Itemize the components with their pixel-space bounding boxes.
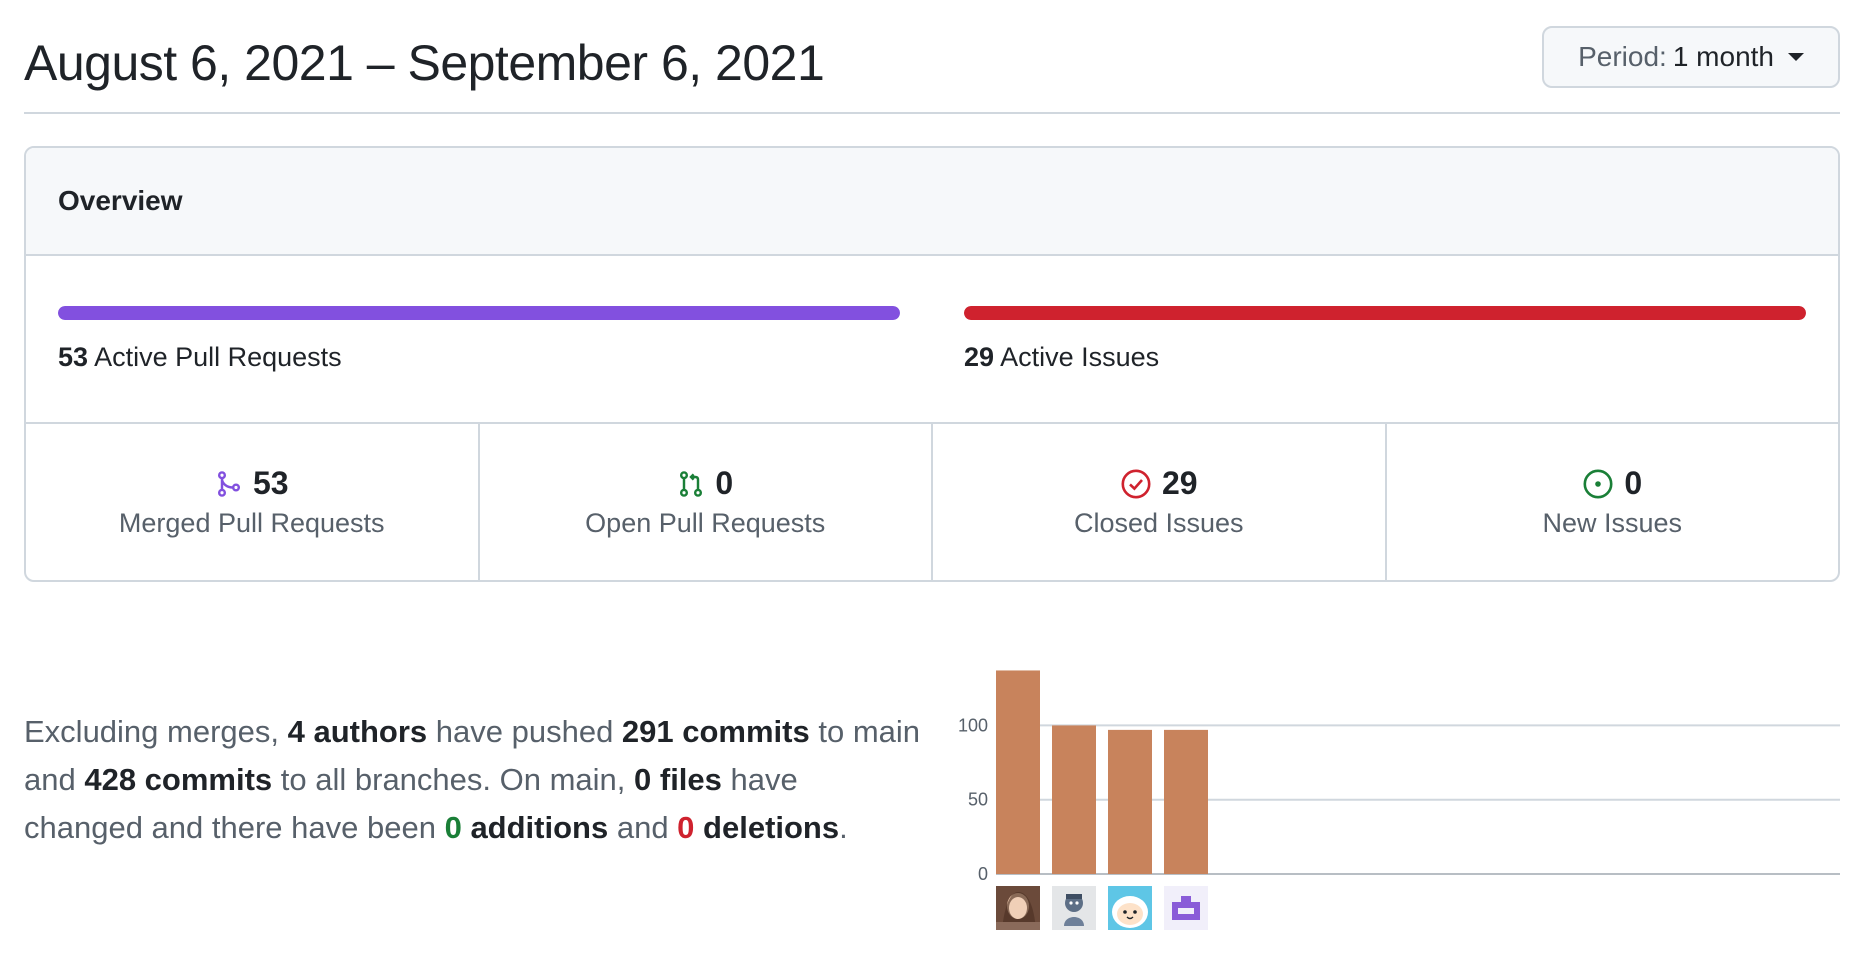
summary-text: have pushed	[427, 714, 622, 749]
active-issues-label: Active Issues	[1000, 342, 1160, 372]
overview-title: Overview	[26, 148, 1838, 256]
stat-closed-issues[interactable]: 29 Closed Issues	[933, 424, 1387, 580]
active-prs-label: Active Pull Requests	[94, 342, 342, 372]
y-tick-label: 0	[978, 864, 988, 880]
active-issues-bar	[964, 306, 1806, 320]
open-prs-label: Open Pull Requests	[585, 508, 826, 538]
author-avatar-1[interactable]	[996, 886, 1040, 930]
caret-down-icon	[1788, 53, 1804, 61]
deletions-label: deletions	[694, 810, 840, 845]
stat-new-issues[interactable]: 0 New Issues	[1387, 424, 1839, 580]
files-changed-link[interactable]: 0 files	[634, 762, 722, 797]
period-label: Period:	[1578, 41, 1667, 72]
open-pr-icon	[680, 470, 703, 497]
author-avatar-4[interactable]	[1164, 886, 1208, 930]
commit-bar-3[interactable]	[1108, 729, 1152, 874]
active-prs-text: 53 Active Pull Requests	[58, 342, 900, 373]
commits-all-link[interactable]: 428 commits	[84, 762, 273, 797]
active-issues-bar-fill	[964, 306, 1806, 320]
active-prs-count: 53	[58, 342, 89, 372]
open-prs-count: 0	[715, 465, 734, 501]
commits-by-author-chart: 0 50 100	[930, 650, 1840, 950]
summary-text: Excluding merges,	[24, 714, 288, 749]
new-issues-count: 0	[1624, 465, 1643, 501]
closed-issues-count: 29	[1161, 465, 1198, 501]
closed-issue-icon	[1121, 469, 1151, 498]
new-issues-label: New Issues	[1542, 508, 1683, 538]
merged-pr-icon	[217, 470, 240, 497]
summary-text: .	[839, 810, 848, 845]
active-issues-text: 29 Active Issues	[964, 342, 1806, 373]
date-range-title: August 6, 2021 – September 6, 2021	[24, 35, 825, 91]
author-avatar-2[interactable]	[1052, 886, 1096, 930]
additions-count: 0	[444, 810, 462, 845]
author-avatar-3[interactable]	[1108, 886, 1152, 930]
additions-label: additions	[461, 810, 609, 845]
y-tick-label: 100	[958, 715, 988, 735]
commit-bar-2[interactable]	[1052, 725, 1096, 874]
merged-prs-label: Merged Pull Requests	[118, 508, 385, 538]
active-issues-summary[interactable]: 29 Active Issues	[964, 306, 1806, 373]
stat-merged-pull-requests[interactable]: 53 Merged Pull Requests	[26, 424, 480, 580]
active-prs-bar-fill	[58, 306, 900, 320]
active-prs-bar	[58, 306, 900, 320]
active-issues-count: 29	[964, 342, 995, 372]
closed-issues-label: Closed Issues	[1073, 508, 1244, 538]
merged-prs-count: 53	[252, 465, 289, 501]
pulse-header: August 6, 2021 – September 6, 2021 Perio…	[24, 24, 1840, 114]
new-issue-icon	[1583, 469, 1613, 498]
active-pull-requests-summary[interactable]: 53 Active Pull Requests	[58, 306, 900, 373]
commit-bar-1[interactable]	[996, 670, 1040, 874]
summary-text: to all branches. On main,	[272, 762, 635, 797]
commits-main-link[interactable]: 291 commits	[621, 714, 810, 749]
summary-text: to main and	[24, 714, 921, 797]
commit-summary-text: Excluding merges, 4 authors have pushed …	[24, 708, 924, 852]
summary-text: have changed and there have been	[24, 762, 798, 845]
authors-link[interactable]: 4 authors	[287, 714, 428, 749]
period-value: 1 month	[1672, 41, 1774, 72]
period-dropdown-button[interactable]: Period: 1 month	[1542, 26, 1840, 88]
commits-chart-svg: 0 50 100	[958, 670, 1840, 880]
stat-open-pull-requests[interactable]: 0 Open Pull Requests	[480, 424, 933, 580]
y-tick-label: 50	[968, 790, 988, 810]
overview-stats: 53 Merged Pull Requests 0 Open Pull Requ…	[26, 424, 1838, 580]
summary-text: and	[608, 810, 678, 845]
overview-summary-bars: 53 Active Pull Requests 29 Active Issues	[26, 256, 1838, 424]
deletions-count: 0	[677, 810, 695, 845]
overview-panel: Overview 53 Active Pull Requests 29 Acti…	[24, 146, 1840, 582]
commit-bar-4[interactable]	[1164, 729, 1208, 874]
